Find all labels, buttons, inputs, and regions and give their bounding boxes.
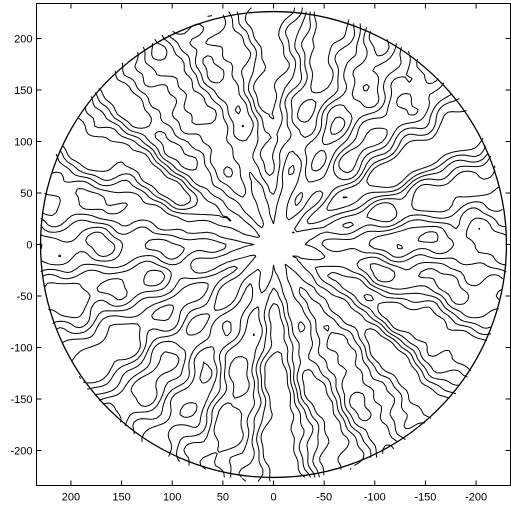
x-tick-label: 100 xyxy=(163,492,181,504)
y-tick-label: 50 xyxy=(20,188,32,200)
contour-line-level xyxy=(40,11,507,482)
domain-boundary-circle xyxy=(39,10,508,479)
contour-line-level xyxy=(40,7,488,482)
x-tick-label: -150 xyxy=(414,492,436,504)
y-tick-label: -100 xyxy=(10,342,32,354)
x-tick-label: 150 xyxy=(112,492,130,504)
x-tick-label: -200 xyxy=(465,492,487,504)
contour-line-level xyxy=(42,11,503,478)
y-tick-label: -150 xyxy=(10,394,32,406)
y-tick-label: 200 xyxy=(14,34,32,46)
y-tick-label: 100 xyxy=(14,137,32,149)
contour-lines xyxy=(40,7,507,482)
plot-frame xyxy=(36,3,511,486)
y-tick-label: 150 xyxy=(14,85,32,97)
x-tick-label: 0 xyxy=(270,492,276,504)
contour-line-level xyxy=(40,11,503,478)
contour-line-level xyxy=(40,7,507,482)
x-tick-label: -50 xyxy=(316,492,332,504)
x-axis-ticks: 200 150 100 50 0 -50 -100 -150 -200 xyxy=(62,3,487,504)
x-tick-label: -100 xyxy=(364,492,386,504)
y-tick-label: -50 xyxy=(17,291,33,303)
x-tick-label: 200 xyxy=(62,492,80,504)
y-axis-ticks: 200 150 100 50 0 -50 -100 -150 -200 xyxy=(10,34,511,457)
x-tick-label: 50 xyxy=(217,492,229,504)
y-tick-label: -200 xyxy=(10,445,32,457)
y-tick-label: 0 xyxy=(26,240,32,252)
